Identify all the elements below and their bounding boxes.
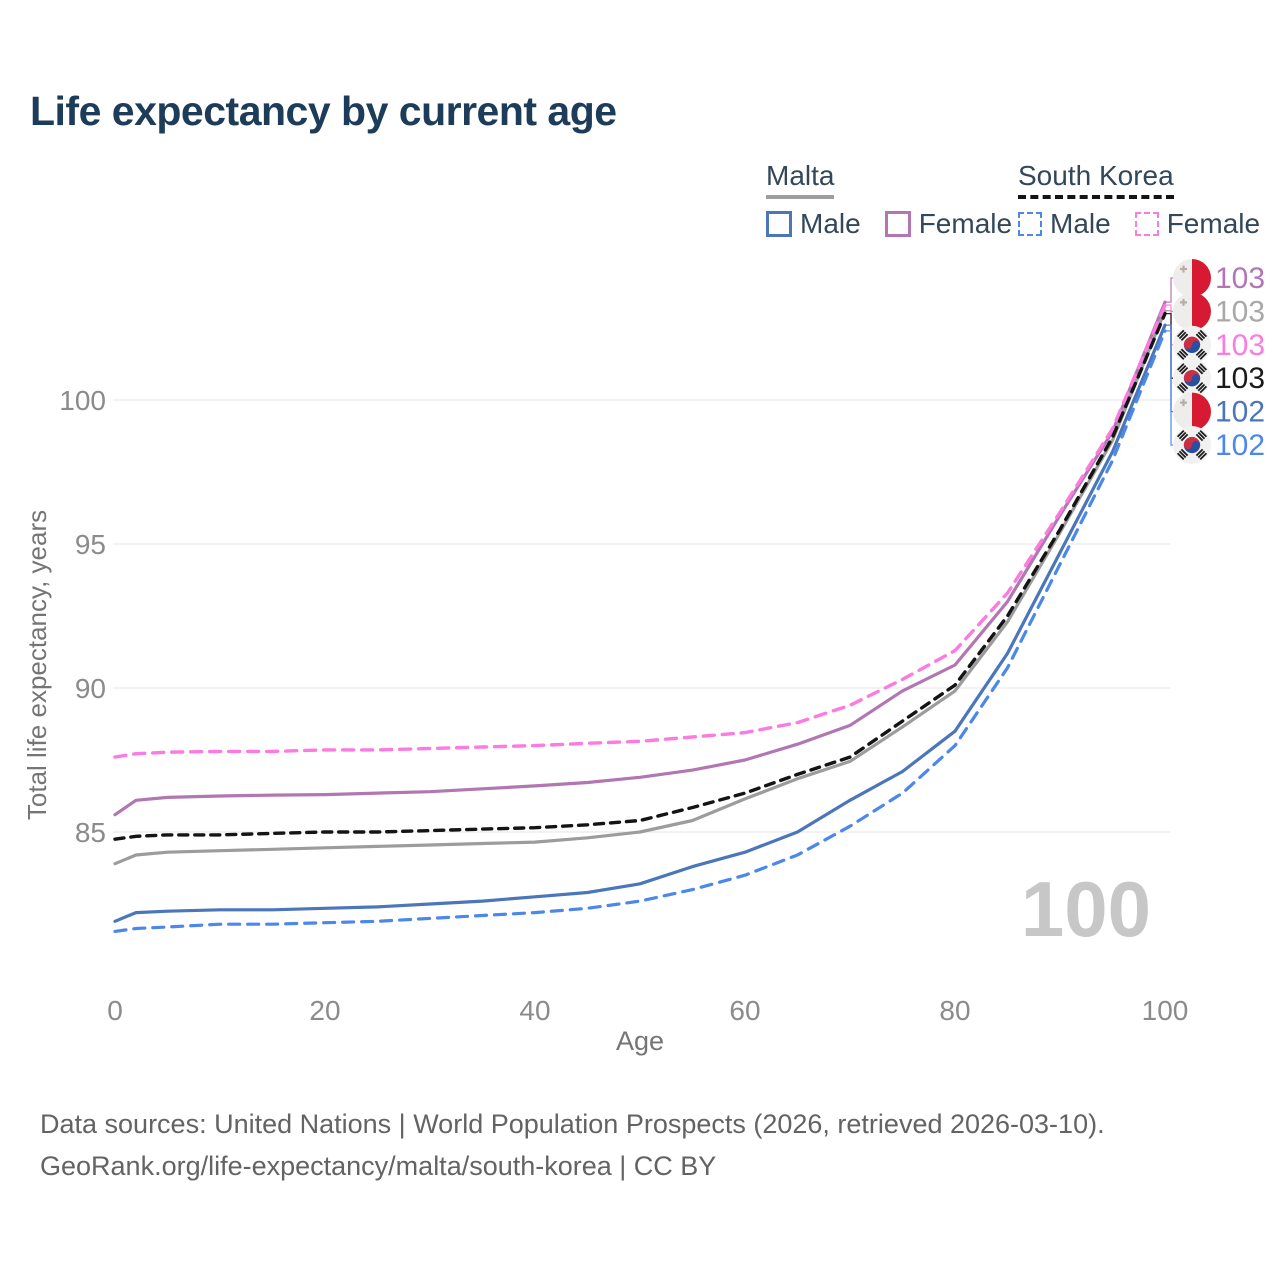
series-line-sk_male	[113, 329, 1167, 934]
data-sources-text: Data sources: United Nations | World Pop…	[40, 1109, 1105, 1139]
series-line-sk_female	[113, 303, 1167, 759]
endpoint-value: 102	[1215, 429, 1265, 462]
endpoint-label-malta_male: 102	[1166, 324, 1265, 431]
endpoint-label-sk_male: 102	[1166, 330, 1265, 464]
series-line-malta_female	[113, 300, 1167, 817]
endpoint-label-sk_total: 103	[1166, 312, 1265, 398]
legend-country-malta[interactable]: Malta	[766, 160, 835, 199]
malta-male-swatch	[766, 211, 792, 237]
malta-flag-icon	[1173, 392, 1211, 431]
legend-item-south-korea-male[interactable]: Male	[1018, 208, 1111, 240]
y-tick-label: 85	[75, 817, 106, 848]
legend-row-south-korea: Male Female	[1018, 208, 1280, 240]
south_korea-flag-icon	[1173, 325, 1211, 364]
chart-footer: Data sources: United Nations | World Pop…	[40, 1104, 1240, 1188]
x-tick-label: 40	[519, 995, 550, 1026]
legend-group-malta: Malta Male Female	[766, 160, 1036, 240]
x-tick-label: 100	[1142, 995, 1189, 1026]
y-tick-label: 100	[59, 385, 106, 416]
x-tick-label: 0	[107, 995, 123, 1026]
endpoint-value: 103	[1215, 295, 1265, 328]
endpoint-value: 103	[1215, 362, 1265, 395]
endpoint-value: 103	[1215, 329, 1265, 362]
legend-item-malta-female[interactable]: Female	[884, 208, 1013, 240]
hover-age-watermark: 100	[1021, 865, 1151, 953]
south-korea-female-swatch	[1134, 212, 1159, 236]
legend-row-malta: Male Female	[766, 208, 1036, 240]
y-tick-label: 90	[75, 673, 106, 704]
legend-item-malta-male[interactable]: Male	[766, 208, 861, 240]
x-tick-label: 20	[309, 995, 340, 1026]
endpoint-label-malta_total: 103	[1166, 292, 1265, 331]
legend-country-south-korea[interactable]: South Korea	[1018, 160, 1174, 199]
south_korea-flag-icon	[1173, 426, 1211, 464]
legend-item-label: Female	[1166, 208, 1261, 239]
malta-flag-icon	[1173, 259, 1211, 297]
south_korea-flag-icon	[1173, 359, 1211, 398]
legend-item-label: Male	[1050, 208, 1111, 239]
series-line-sk_total	[113, 311, 1167, 841]
attribution-text: GeoRank.org/life-expectancy/malta/south-…	[40, 1150, 717, 1181]
page-title: Life expectancy by current age	[30, 88, 617, 134]
y-tick-label: 95	[75, 529, 106, 560]
legend-item-label: Female	[918, 208, 1013, 239]
malta-flag-icon	[1173, 292, 1211, 331]
legend-group-south-korea: South Korea Male Female	[1018, 160, 1280, 240]
x-axis-title: Age	[616, 1026, 664, 1056]
legend-item-south-korea-female[interactable]: Female	[1134, 208, 1261, 240]
endpoint-label-sk_female: 103	[1166, 304, 1265, 364]
endpoint-value: 102	[1215, 396, 1265, 429]
endpoint-value: 103	[1215, 262, 1265, 295]
series-line-malta_male	[113, 323, 1167, 923]
y-axis-title: Total life expectancy, years	[22, 510, 52, 820]
x-tick-label: 60	[729, 995, 760, 1026]
malta-female-swatch	[884, 211, 911, 237]
series-line-malta_total	[113, 309, 1167, 866]
x-tick-label: 80	[939, 995, 970, 1026]
endpoint-label-malta_female: 103	[1166, 259, 1265, 303]
south-korea-male-swatch	[1018, 212, 1042, 236]
legend-item-label: Male	[800, 208, 861, 239]
